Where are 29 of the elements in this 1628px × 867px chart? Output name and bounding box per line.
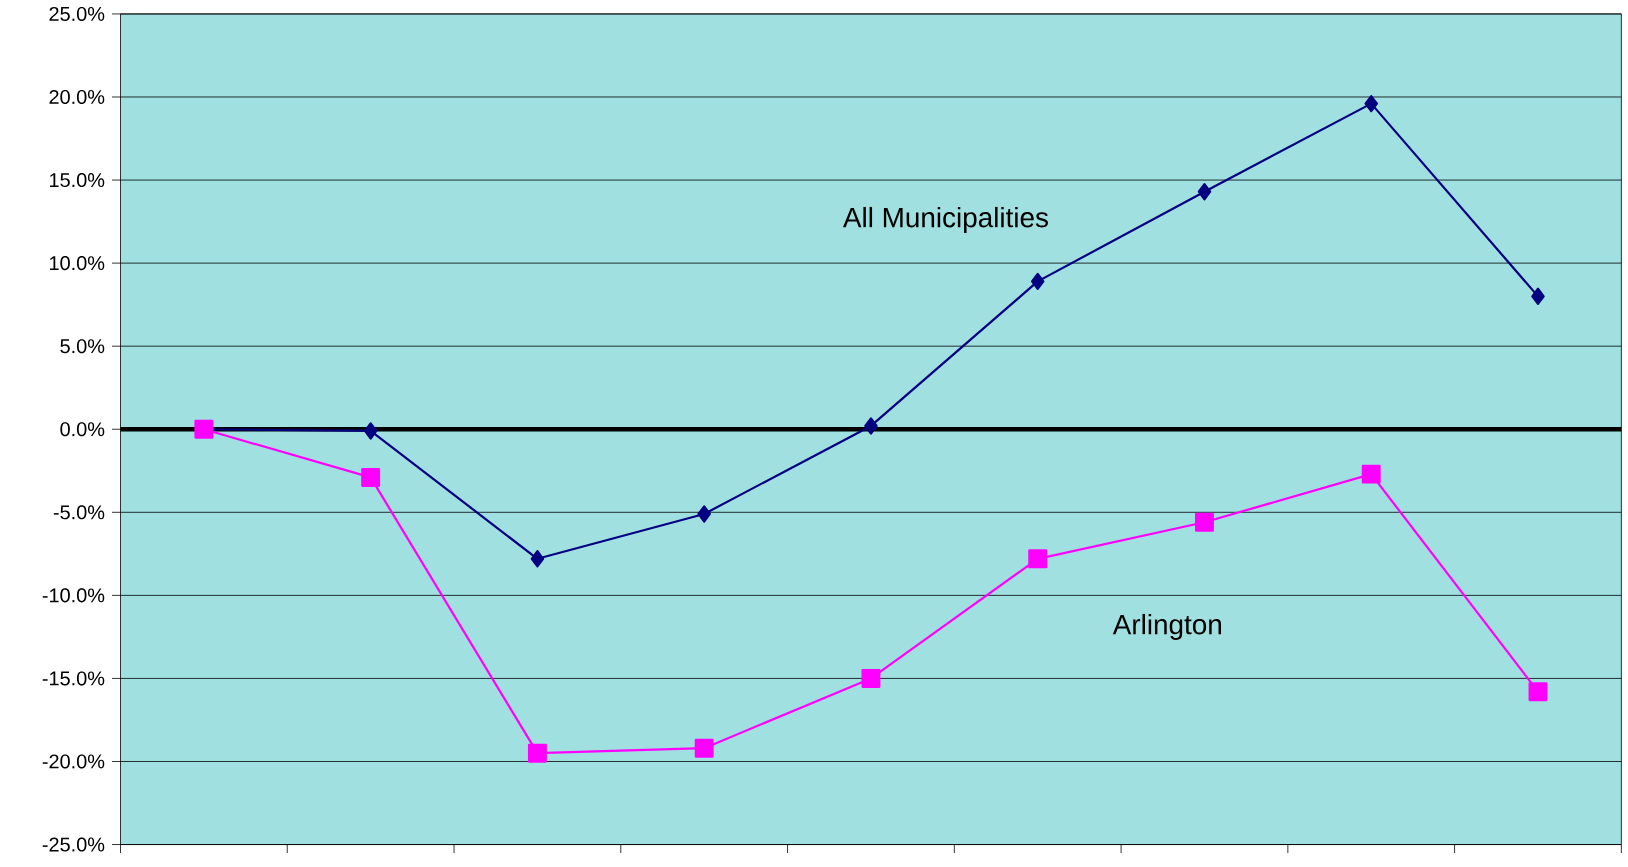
point xyxy=(1364,95,1379,113)
point xyxy=(1197,183,1212,201)
y-tick-label: 5.0% xyxy=(60,339,105,354)
point xyxy=(1361,464,1381,484)
y-tick-label: -5.0% xyxy=(53,505,105,520)
point xyxy=(861,669,881,689)
point xyxy=(361,468,381,488)
y-tick-label: -15.0% xyxy=(42,671,105,686)
text: Arlington xyxy=(1112,614,1221,641)
y-tick-label: 25.0% xyxy=(49,7,105,22)
point xyxy=(1030,272,1045,291)
point xyxy=(1528,682,1548,702)
y-tick-label: -25.0% xyxy=(42,837,105,852)
y-tick-label: 20.0% xyxy=(49,90,105,105)
y-tick-label: 15.0% xyxy=(50,173,105,188)
y-tick-label: -20.0% xyxy=(42,754,105,769)
point xyxy=(1028,549,1048,569)
point xyxy=(530,550,545,568)
point xyxy=(864,417,878,435)
point xyxy=(1195,512,1214,532)
y-tick-label: 0.0% xyxy=(60,422,105,437)
y-tick-label: -10.0% xyxy=(42,588,105,603)
point xyxy=(1531,287,1545,306)
point xyxy=(697,505,711,523)
point xyxy=(363,422,378,440)
point xyxy=(527,743,547,763)
series-label: All Municipalities xyxy=(842,207,1048,234)
point xyxy=(694,738,714,758)
y-tick-label: 10.0% xyxy=(50,256,105,271)
